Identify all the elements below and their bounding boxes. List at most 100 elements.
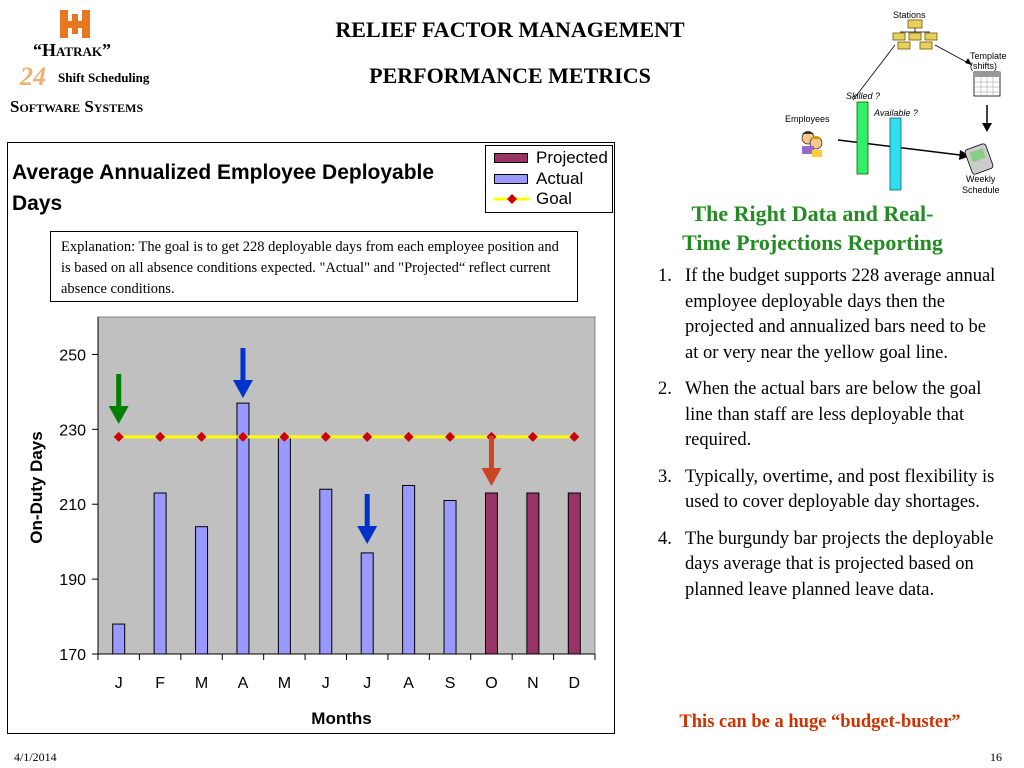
diagram-label-available: Available ? <box>874 108 918 118</box>
bar-actual <box>236 402 250 655</box>
weekly-schedule-icon <box>964 143 994 175</box>
plot-area <box>97 316 596 655</box>
page-number: 16 <box>990 750 1002 764</box>
slide-title-line1: RELIEF FACTOR MANAGEMENT <box>335 17 685 42</box>
budget-buster-callout: This can be a huge “budget-buster” <box>679 712 961 732</box>
bar-projected <box>526 492 540 655</box>
bar-actual <box>112 623 126 655</box>
goal-marker <box>196 431 207 442</box>
legend-label-actual: Actual <box>536 169 584 188</box>
y-tick-label: 250 <box>59 347 86 364</box>
bar-actual <box>443 499 457 655</box>
x-tick-label: J <box>322 675 330 692</box>
diagram-label-template-sub: (shifts) <box>970 61 997 71</box>
bar-projected <box>567 492 581 655</box>
diagram-label-skilled: Skilled ? <box>846 91 881 101</box>
note-item: 3. Typically, overtime, and post flexibi… <box>658 465 1003 516</box>
x-tick-label: N <box>527 675 539 692</box>
x-axis-label: Months <box>311 709 371 728</box>
x-tick-label: M <box>195 675 208 692</box>
goal-marker <box>113 431 124 442</box>
explanation-box: Explanation: The goal is to get 228 depl… <box>50 231 578 302</box>
x-tick-label: D <box>569 675 581 692</box>
note-text: When the actual bars are below the goal … <box>685 379 982 450</box>
bar-chart: 170 190 210 230 250 J F M A M J J A S O N D Months On-Duty… <box>27 316 596 728</box>
bar-actual <box>360 552 374 655</box>
annotation-arrow-head <box>108 406 129 424</box>
goal-marker <box>527 431 538 442</box>
note-item: 4. The burgundy bar projects the deploya… <box>658 527 1003 604</box>
goal-marker <box>445 431 456 442</box>
chart-legend: Projected Actual Goal <box>485 145 613 213</box>
x-tick-label: A <box>238 675 249 692</box>
diagram-label-employees: Employees <box>785 114 830 124</box>
note-text: If the budget supports 228 average annua… <box>685 266 996 363</box>
right-heading-line2: Time Projections Reporting <box>682 230 943 255</box>
slide-title-line2: PERFORMANCE METRICS <box>369 63 651 88</box>
x-tick-label: M <box>278 675 291 692</box>
y-tick-label: 230 <box>59 422 86 439</box>
note-number: 1. <box>658 266 672 286</box>
bar-actual <box>153 492 167 655</box>
available-bar-icon <box>889 117 902 191</box>
employees-icon <box>801 131 823 157</box>
y-tick-label: 210 <box>59 497 86 514</box>
x-tick-label: F <box>155 675 165 692</box>
diagram-label-template: Template <box>970 51 1007 61</box>
x-tick-label: J <box>363 675 371 692</box>
bar-actual <box>195 526 209 655</box>
y-axis-label: On-Duty Days <box>27 431 46 543</box>
legend-swatch-projected <box>494 153 528 163</box>
annotation-arrow <box>116 374 122 408</box>
diagram-label-schedule: Schedule <box>962 185 1000 195</box>
note-number: 2. <box>658 379 672 399</box>
x-tick-label: O <box>485 675 497 692</box>
note-item: 2. When the actual bars are below the go… <box>658 377 1003 454</box>
company-logo: “Hatrak” 24 Shift Scheduling Software Sy… <box>8 8 168 120</box>
stations-icon <box>892 19 938 50</box>
logo-brand: “Hatrak” <box>33 40 111 60</box>
annotation-arrow <box>364 494 370 528</box>
note-text: Typically, overtime, and post flexibilit… <box>685 466 995 513</box>
x-tick-label: A <box>403 675 414 692</box>
template-calendar-icon <box>973 71 1001 97</box>
note-item: 1. If the budget supports 228 average an… <box>658 264 1003 366</box>
annotation-arrow-head <box>232 380 253 398</box>
skilled-bar-icon <box>856 101 869 175</box>
legend-label-goal: Goal <box>536 189 572 208</box>
legend-swatch-actual <box>494 174 528 184</box>
goal-marker <box>279 431 290 442</box>
bar-actual <box>402 485 416 655</box>
footer-date: 4/1/2014 <box>14 750 57 764</box>
legend-item-projected: Projected <box>486 148 614 168</box>
logo-company: Software Systems <box>10 97 144 116</box>
process-diagram <box>801 19 1001 191</box>
goal-marker <box>320 431 331 442</box>
legend-item-actual: Actual <box>486 169 614 189</box>
chart-title: Average Annualized Employee Deployable D… <box>12 161 435 215</box>
bar-projected <box>484 492 498 655</box>
note-text: The burgundy bar projects the deployable… <box>685 528 994 600</box>
annotation-arrow <box>488 436 494 470</box>
note-number: 4. <box>658 528 672 549</box>
annotation-arrow <box>240 348 246 382</box>
notes-list: 1. If the budget supports 228 average an… <box>658 264 1003 614</box>
logo-badge: 24 <box>20 62 46 91</box>
right-heading-line1: The Right Data and Real- <box>691 201 934 226</box>
goal-marker <box>362 431 373 442</box>
x-tick-label: J <box>115 675 123 692</box>
goal-marker <box>569 431 580 442</box>
legend-item-goal: Goal <box>486 189 614 209</box>
hatrak-h-icon <box>60 10 90 38</box>
diagram-label-weekly: Weekly <box>966 174 996 184</box>
y-tick-label: 190 <box>59 572 86 589</box>
legend-label-projected: Projected <box>536 148 608 167</box>
annotation-arrow-head <box>357 526 378 544</box>
logo-tagline: Shift Scheduling <box>58 70 150 85</box>
diagram-label-stations: Stations <box>893 10 926 20</box>
bar-actual <box>319 488 333 655</box>
note-number: 3. <box>658 466 672 487</box>
goal-marker <box>237 431 248 442</box>
goal-marker <box>403 431 414 442</box>
y-tick-label: 170 <box>59 647 86 664</box>
